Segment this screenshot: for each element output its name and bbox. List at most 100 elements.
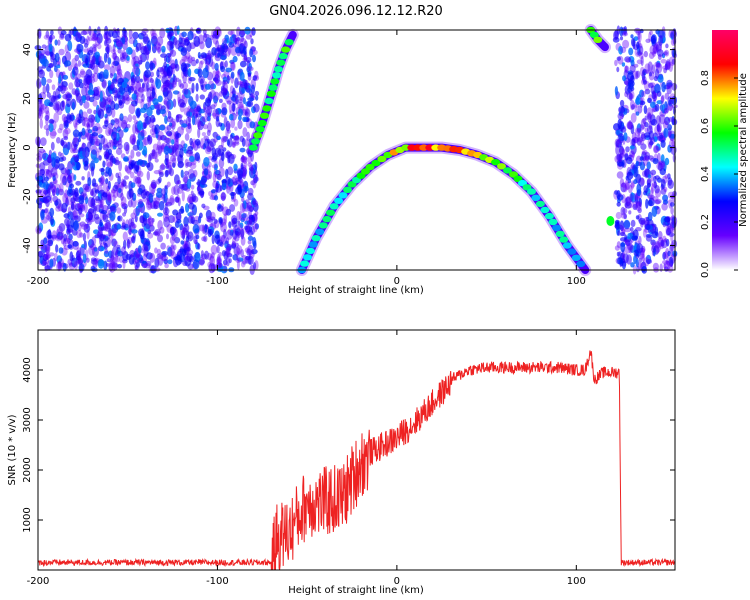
noise-speck [79, 264, 83, 274]
noise-speck [615, 129, 620, 136]
noise-speck [207, 252, 212, 261]
noise-speck [663, 186, 668, 193]
noise-speck [125, 144, 130, 155]
noise-speck [104, 39, 107, 47]
noise-speck [213, 95, 219, 104]
noise-speck [218, 144, 224, 150]
noise-speck [627, 121, 634, 130]
noise-speck [168, 197, 175, 206]
noise-speck [153, 41, 161, 51]
noise-speck [648, 82, 654, 89]
noise-speck [230, 61, 235, 71]
noise-speck [156, 36, 164, 46]
noise-speck [159, 164, 166, 171]
noise-speck [94, 36, 101, 46]
noise-speck [615, 221, 620, 230]
noise-speck [44, 176, 49, 182]
noise-speck [236, 259, 240, 270]
noise-speck [87, 212, 93, 221]
noise-speck [169, 236, 176, 245]
noise-speck [626, 171, 634, 180]
noise-speck [146, 82, 150, 92]
noise-speck [141, 149, 147, 156]
trace-blob [571, 254, 581, 261]
colorbar-tick-label: 0.8 [700, 70, 711, 86]
noise-speck [209, 253, 214, 264]
noise-speck [641, 90, 646, 98]
noise-speck [177, 197, 181, 207]
noise-speck [79, 232, 84, 238]
noise-speck [197, 243, 201, 250]
noise-speck [205, 216, 211, 222]
noise-speck [660, 59, 667, 64]
noise-speck [83, 240, 87, 250]
noise-speck [109, 73, 113, 79]
noise-speck [144, 69, 152, 78]
noise-speck [245, 34, 252, 40]
noise-speck [165, 197, 170, 206]
noise-speck [49, 69, 54, 79]
noise-speck [249, 164, 254, 172]
noise-speck [620, 212, 627, 219]
noise-speck [156, 140, 162, 151]
noise-speck [121, 119, 128, 130]
noise-speck [166, 90, 173, 101]
noise-speck [42, 168, 50, 177]
noise-speck [65, 234, 69, 243]
noise-speck [83, 117, 89, 122]
noise-speck [240, 236, 246, 246]
noise-speck [185, 116, 191, 127]
noise-speck [73, 119, 78, 128]
noise-speck [623, 26, 628, 36]
noise-speck [623, 132, 628, 142]
noise-speck [145, 197, 150, 206]
noise-speck [645, 235, 653, 242]
noise-speck [90, 188, 94, 196]
noise-speck [243, 185, 249, 192]
noise-speck [226, 100, 232, 105]
noise-speck [104, 248, 109, 254]
noise-speck [185, 161, 193, 167]
noise-speck [195, 58, 199, 64]
noise-speck [69, 172, 75, 182]
noise-speck [617, 161, 625, 167]
noise-speck [92, 99, 98, 107]
noise-speck [187, 30, 194, 41]
noise-speck [246, 87, 251, 93]
noise-speck [105, 115, 109, 123]
noise-speck [233, 198, 239, 207]
noise-speck [38, 49, 46, 56]
noise-speck [93, 65, 99, 75]
noise-speck [64, 44, 69, 53]
noise-speck [164, 169, 169, 178]
noise-speck [625, 146, 630, 153]
noise-speck [122, 259, 128, 264]
noise-speck [107, 80, 112, 86]
noise-speck [633, 63, 639, 68]
noise-speck [42, 159, 50, 166]
noise-speck [184, 158, 189, 169]
noise-speck [232, 254, 239, 261]
noise-speck [232, 181, 238, 186]
noise-speck [235, 258, 242, 263]
noise-speck [99, 199, 103, 209]
noise-speck [242, 97, 246, 105]
noise-speck [162, 252, 167, 258]
noise-speck [216, 245, 220, 254]
noise-speck [79, 70, 87, 78]
noise-speck [141, 93, 145, 102]
noise-speck [164, 202, 168, 214]
noise-speck [92, 178, 97, 187]
noise-speck [108, 250, 113, 259]
noise-speck [223, 263, 228, 273]
noise-speck [640, 177, 645, 185]
noise-speck [82, 253, 87, 264]
noise-speck [163, 145, 170, 155]
trace-blob [308, 241, 318, 248]
noise-speck [45, 110, 50, 120]
noise-speck [157, 234, 163, 243]
noise-speck [644, 115, 648, 121]
noise-speck [189, 210, 194, 220]
noise-speck [157, 254, 164, 266]
noise-speck [197, 120, 204, 131]
